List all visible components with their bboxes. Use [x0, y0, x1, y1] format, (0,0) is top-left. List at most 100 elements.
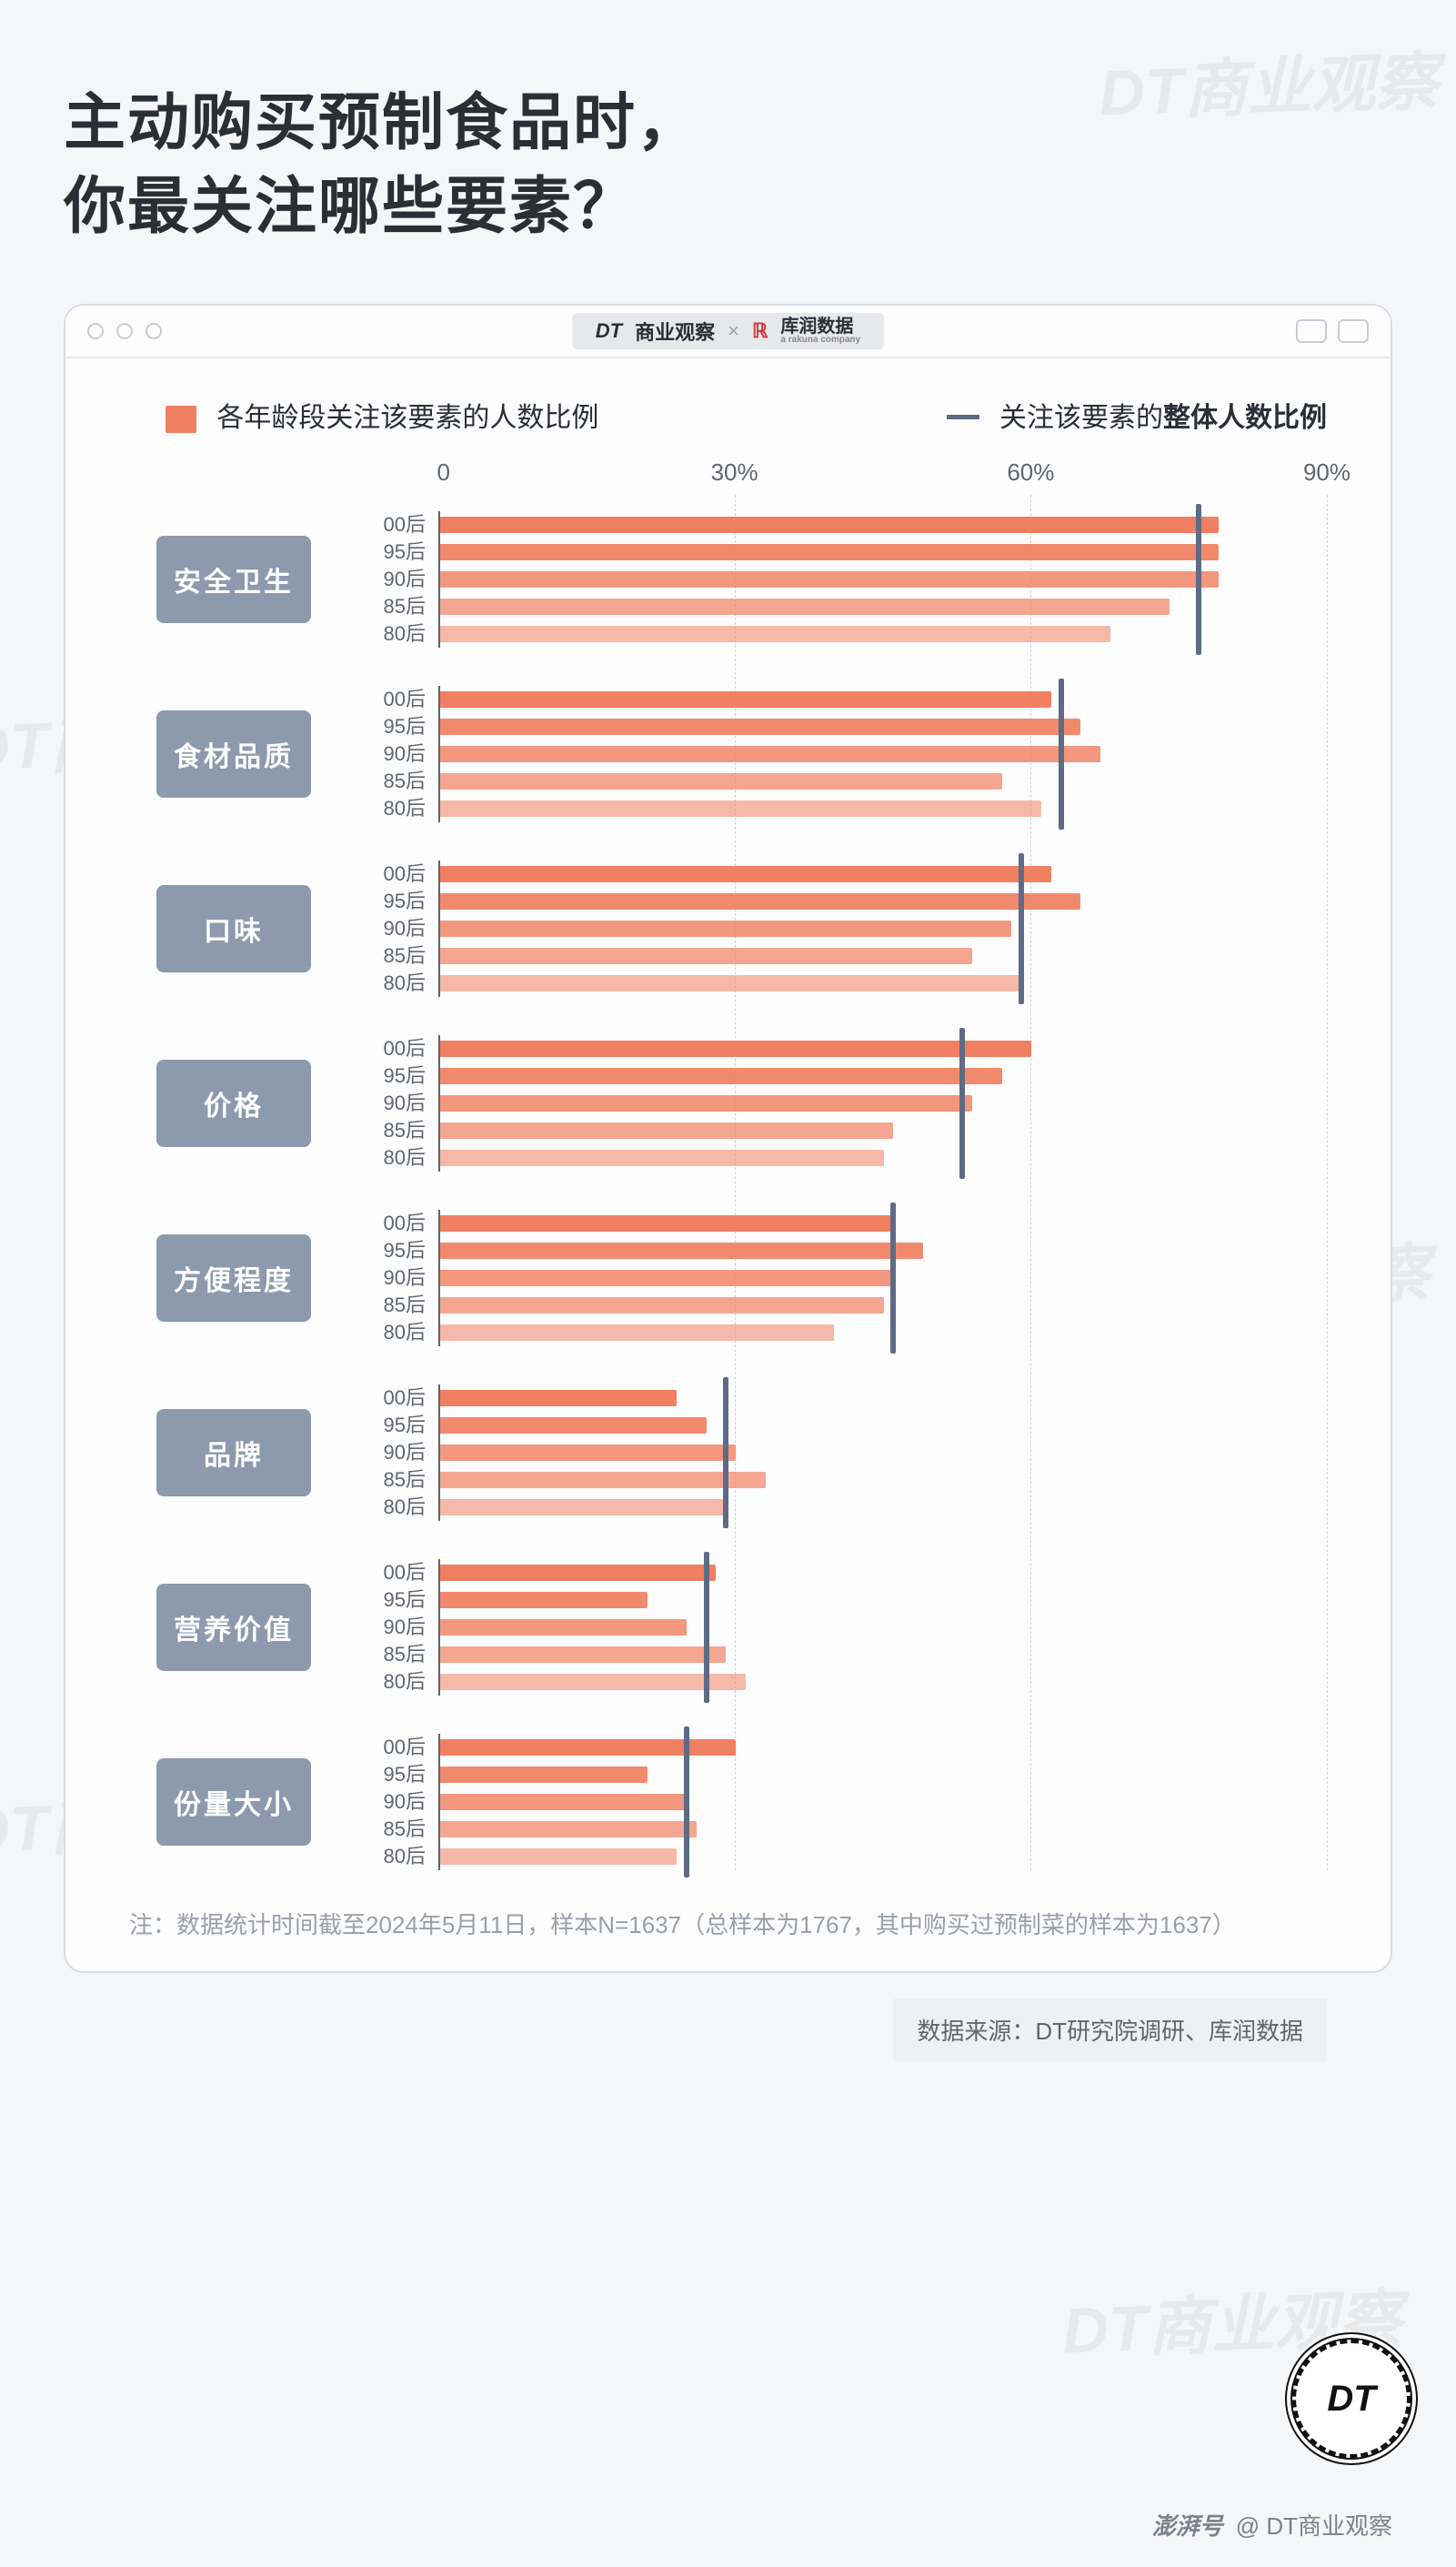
legend-line-prefix: 关注该要素的 [999, 403, 1163, 433]
legend-line-bold: 整体人数比例 [1163, 403, 1327, 433]
age-label: 95后 [338, 713, 438, 740]
category-group: 食材品质00后95后90后85后80后 [129, 686, 1327, 822]
title-line-1: 主动购买预制食品时， [64, 88, 700, 157]
age-label: 85后 [338, 593, 438, 620]
age-label: 80后 [338, 970, 438, 997]
age-label: 00后 [338, 1384, 438, 1412]
bar [440, 1592, 648, 1608]
overall-marker [1019, 853, 1024, 1004]
bar [440, 517, 1219, 533]
page-title: 主动购买预制食品时， 你最关注哪些要素？ [64, 82, 1392, 249]
footer-credit: 澎湃号 @ DT商业观察 [1152, 2508, 1392, 2542]
age-label: 90后 [338, 1439, 438, 1466]
legend-line-swatch [947, 415, 979, 419]
x-axis-tick: 0 [437, 458, 450, 487]
age-label: 90后 [338, 1090, 438, 1117]
bar [440, 1215, 893, 1232]
x-axis-tick: 90% [1303, 458, 1351, 487]
bar [440, 921, 1011, 937]
bar [440, 948, 972, 964]
bar [440, 571, 1219, 588]
age-label: 85后 [338, 768, 438, 795]
category-pill: 品牌 [156, 1409, 311, 1496]
age-label: 00后 [338, 686, 438, 713]
age-label: 85后 [338, 1816, 438, 1843]
legend-bar-swatch [166, 406, 196, 433]
chart-groups: 安全卫生00后95后90后85后80后食材品质00后95后90后85后80后口味… [129, 511, 1327, 1870]
bar [440, 1472, 766, 1488]
age-label: 95后 [338, 1412, 438, 1439]
bar [440, 626, 1110, 642]
category-pill: 安全卫生 [156, 536, 311, 623]
footer-logo: 澎湃号 [1152, 2508, 1223, 2542]
age-label: 00后 [338, 1210, 438, 1237]
bar [440, 1390, 677, 1406]
category-group: 价格00后95后90后85后80后 [129, 1035, 1327, 1172]
age-label: 95后 [338, 1761, 438, 1788]
x-axis: 030%60%90% [129, 458, 1327, 495]
titlebar-action-icon [1338, 319, 1369, 343]
chart-window: DT DT 商业观察 商业观察 × ℝ 库润数据 a rakuna compan… [64, 304, 1392, 1974]
age-label: 80后 [338, 1494, 438, 1521]
age-label: 80后 [338, 1319, 438, 1346]
age-label: 85后 [338, 1292, 438, 1319]
category-group: 品牌 00后95后90后85后80后 [129, 1384, 1327, 1521]
age-label: 85后 [338, 942, 438, 970]
bar [440, 1821, 697, 1837]
window-minimize-icon [116, 323, 133, 339]
age-label: 00后 [338, 511, 438, 539]
overall-marker [1196, 504, 1201, 655]
bar [440, 1794, 687, 1810]
bar [440, 1150, 884, 1166]
bar [440, 1848, 677, 1865]
bar [440, 1270, 893, 1286]
overall-marker [959, 1028, 965, 1179]
category-pill: 食材品质 [156, 710, 311, 798]
age-label: 80后 [338, 620, 438, 648]
bar [440, 773, 1002, 790]
bar [440, 1646, 726, 1663]
age-label: 95后 [338, 539, 438, 566]
brand-right-sub: a rakuna company [780, 336, 860, 345]
gridline [1327, 495, 1328, 1870]
titlebar-right-controls [1296, 319, 1369, 343]
brand-right: 库润数据 [780, 317, 860, 336]
bar [440, 975, 1021, 992]
category-pill: 营养价值 [156, 1584, 311, 1671]
legend-bars-label: 各年龄段关注该要素的人数比例 [216, 403, 598, 433]
age-label: 90后 [338, 1788, 438, 1816]
bar [440, 1068, 1002, 1084]
age-label: 90后 [338, 1264, 438, 1292]
age-label: 90后 [338, 566, 438, 593]
chart-legend: 各年龄段关注该要素的人数比例 关注该要素的整体人数比例 [129, 395, 1327, 435]
titlebar-action-icon [1296, 319, 1327, 343]
chart-footnote: 注：数据统计时间截至2024年5月11日，样本N=1637（总样本为1767，其… [65, 1879, 1391, 1945]
bar [440, 866, 1051, 882]
age-label: 00后 [338, 1559, 438, 1586]
age-label: 85后 [338, 1117, 438, 1144]
titlebar-brand-pill: DT DT 商业观察 商业观察 × ℝ 库润数据 a rakuna compan… [572, 313, 884, 349]
age-label: 80后 [338, 1668, 438, 1696]
overall-marker [1059, 679, 1064, 830]
age-label: 85后 [338, 1466, 438, 1494]
bar [440, 1739, 736, 1756]
data-source-label: 数据来源：DT研究院调研、库润数据 [893, 1998, 1327, 2061]
age-label: 80后 [338, 1144, 438, 1172]
bar [440, 1445, 736, 1461]
chart-plot: 030%60%90% 安全卫生00后95后90后85后80后食材品质00后95后… [129, 458, 1327, 1870]
category-group: 安全卫生 00后95后90后85后80后 [129, 511, 1327, 648]
category-group: 方便程度00后95后90后85后80后 [129, 1210, 1327, 1346]
window-titlebar: DT DT 商业观察 商业观察 × ℝ 库润数据 a rakuna compan… [65, 306, 1391, 358]
bar [440, 893, 1080, 910]
bar [440, 1565, 716, 1581]
bar [440, 1122, 893, 1139]
overall-marker [684, 1726, 689, 1877]
age-label: 90后 [338, 1614, 438, 1641]
category-pill: 口味 [156, 885, 311, 972]
age-label: 00后 [338, 1734, 438, 1761]
bar [440, 599, 1170, 615]
bar [440, 544, 1219, 560]
age-label: 95后 [338, 1237, 438, 1264]
window-maximize-icon [146, 323, 162, 339]
bar [440, 719, 1080, 735]
